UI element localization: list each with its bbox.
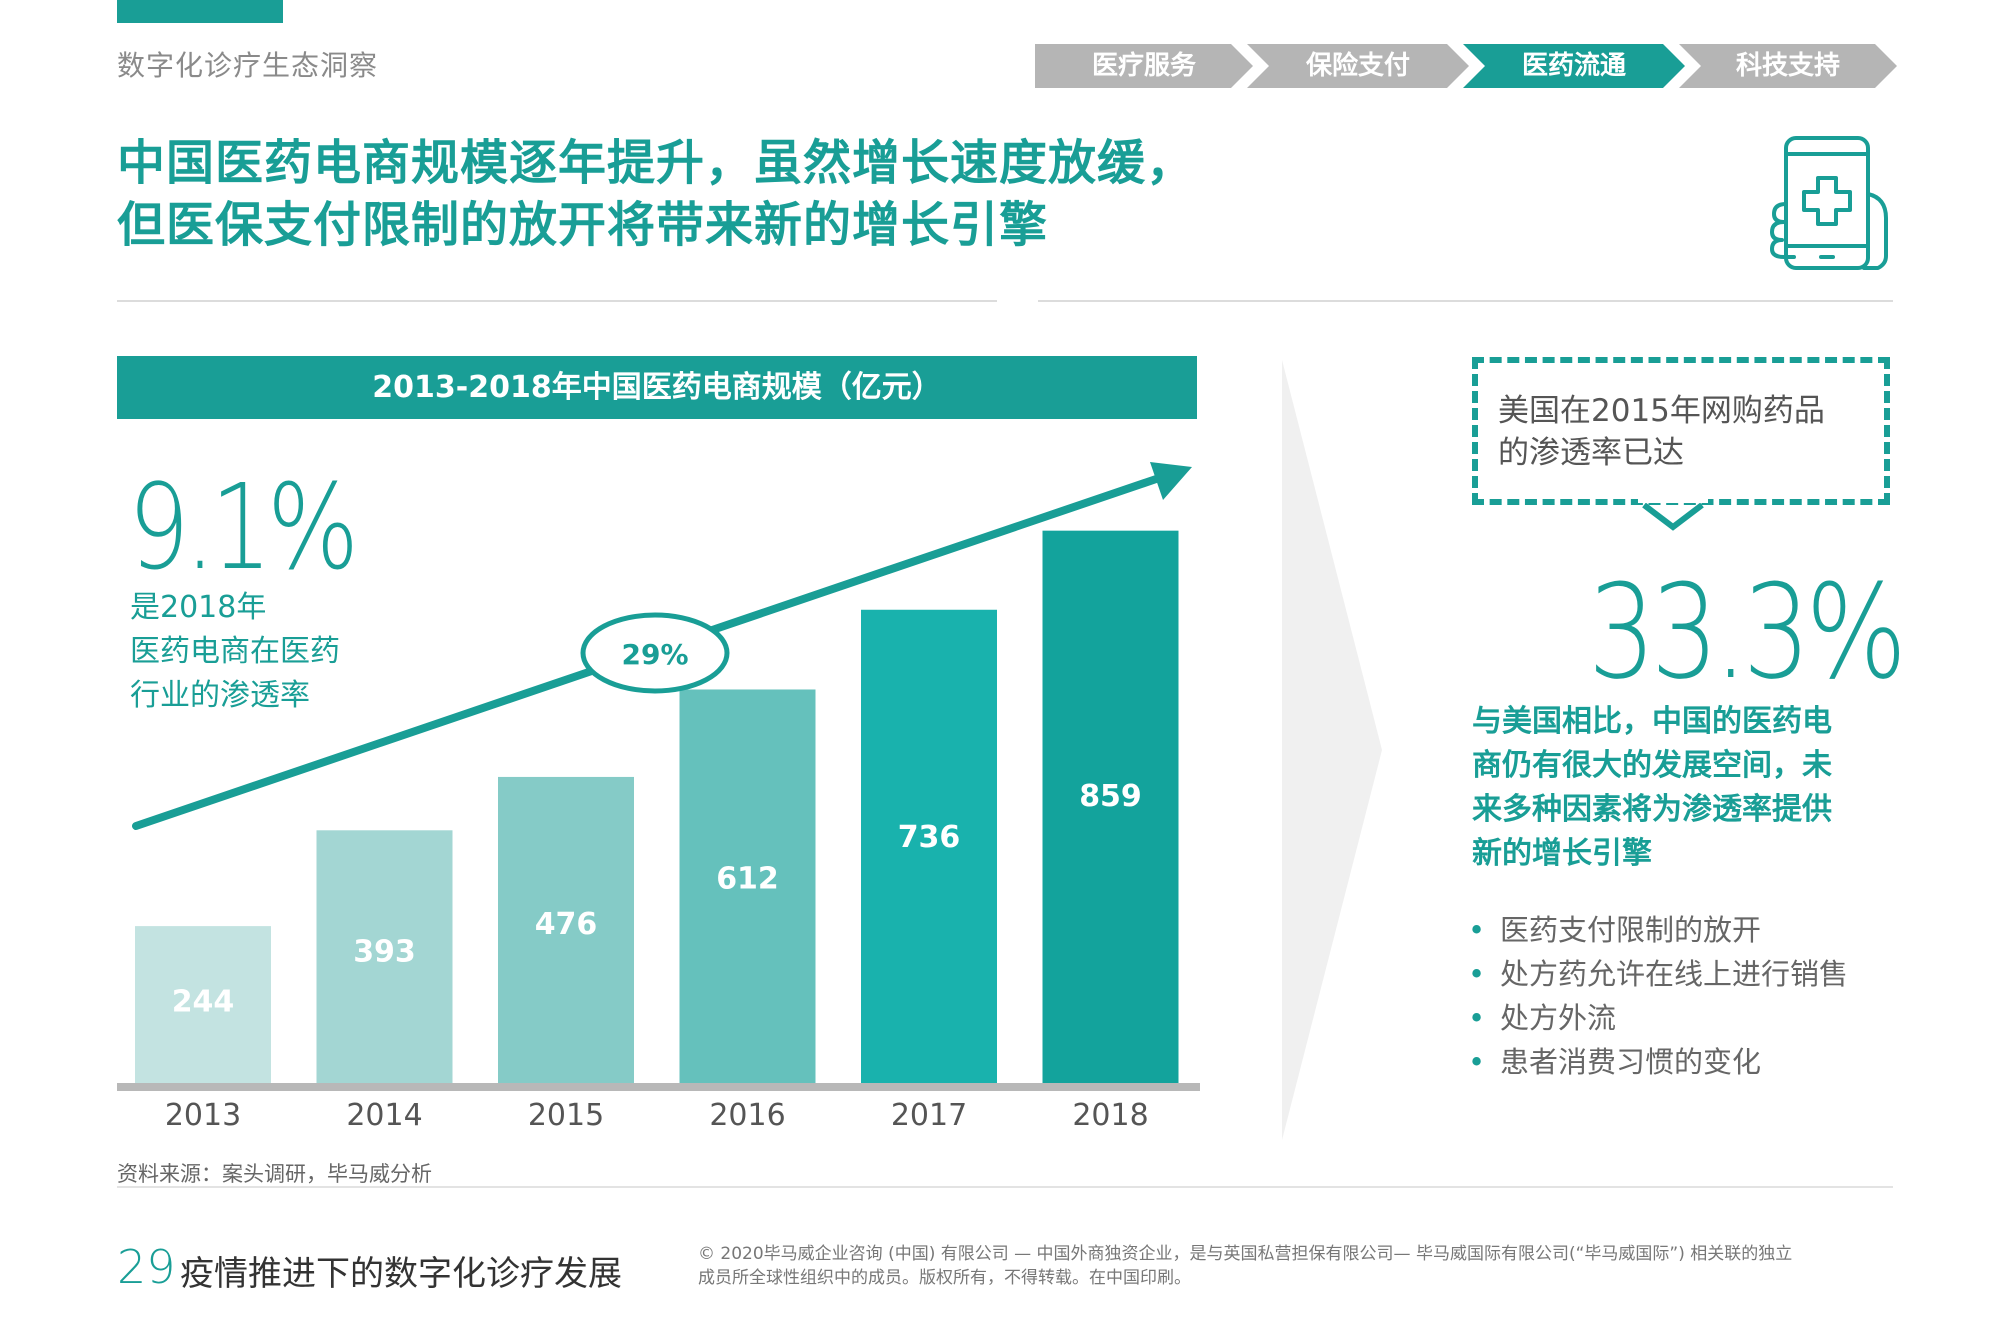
penetration-rate-value: 9.1% xyxy=(128,458,359,596)
us-callout-text: 美国在2015年网购药品 的渗透率已达 xyxy=(1498,390,1868,474)
bar-2015 xyxy=(498,776,634,1083)
comparison-line: 新的增长引擎 xyxy=(1472,836,1652,871)
x-tick-label: 2015 xyxy=(528,1098,604,1133)
bar-value-label: 736 xyxy=(898,820,961,855)
copyright-line: © 2020毕马威企业咨询 (中国) 有限公司 — 中国外商独资企业，是与英国私… xyxy=(698,1244,1793,1264)
x-tick-label: 2017 xyxy=(891,1098,967,1133)
bullet-icon: • xyxy=(1468,913,1486,947)
section-label: 数字化诊疗生态洞察 xyxy=(117,49,379,82)
list-item: • 患者消费习惯的变化 xyxy=(1468,1040,1848,1084)
nav-item-medical-services[interactable]: 医疗服务 xyxy=(1035,44,1253,88)
page-headline: 中国医药电商规模逐年提升，虽然增长速度放缓， 但医保支付限制的放开将带来新的增长… xyxy=(117,132,1195,256)
desc-line: 医药电商在医药 xyxy=(130,634,340,669)
bullet-icon: • xyxy=(1468,1001,1486,1035)
comparison-line: 与美国相比，中国的医药电 xyxy=(1472,704,1832,739)
bar-value-label: 612 xyxy=(716,861,779,896)
cagr-ellipse xyxy=(580,612,730,694)
divider xyxy=(117,300,997,302)
growth-trend-arrow: 29% xyxy=(132,462,1192,830)
list-item: • 医药支付限制的放开 xyxy=(1468,908,1848,952)
list-item: • 处方外流 xyxy=(1468,996,1848,1040)
callout-pointer-icon xyxy=(1638,499,1708,531)
nav-label: 医药流通 xyxy=(1521,51,1626,81)
footer-divider xyxy=(117,1186,1893,1188)
nav-item-tech-support[interactable]: 科技支持 xyxy=(1679,44,1897,88)
bar-value-label: 476 xyxy=(535,907,598,942)
chart-title: 2013-2018年中国医药电商规模（亿元） xyxy=(117,356,1197,419)
bar-value-label: 859 xyxy=(1079,779,1142,814)
callout-line: 的渗透率已达 xyxy=(1498,435,1684,471)
data-source: 资料来源：案头调研，毕马威分析 xyxy=(117,1162,432,1186)
nav-item-pharma-distribution[interactable]: 医药流通 xyxy=(1463,44,1685,88)
list-item-text: 处方外流 xyxy=(1500,1001,1617,1035)
list-item: • 处方药允许在线上进行销售 xyxy=(1468,952,1848,996)
x-tick-label: 2013 xyxy=(165,1098,241,1133)
growth-drivers-list: • 医药支付限制的放开 • 处方药允许在线上进行销售 • 处方外流 • 患者消费习惯的变… xyxy=(1468,908,1848,1084)
arrow-head-icon xyxy=(1150,462,1192,500)
comparison-line: 商仍有很大的发展空间，未 xyxy=(1472,748,1832,783)
bar-2018 xyxy=(1042,530,1179,1083)
nav-label: 医疗服务 xyxy=(1091,51,1196,81)
bar-2016 xyxy=(679,689,816,1083)
bar-2014 xyxy=(316,830,453,1083)
comparison-text: 与美国相比，中国的医药电 商仍有很大的发展空间，未 来多种因素将为渗透率提供 新… xyxy=(1472,700,1892,876)
x-tick-label: 2018 xyxy=(1072,1098,1148,1133)
nav-item-insurance[interactable]: 保险支付 xyxy=(1247,44,1469,88)
bar-2017 xyxy=(861,609,997,1083)
bar-value-label: 244 xyxy=(172,984,235,1019)
page-number: 29 xyxy=(117,1240,176,1294)
top-accent-bar xyxy=(117,0,283,23)
comparison-line: 来多种因素将为渗透率提供 xyxy=(1472,792,1832,827)
copyright-notice: © 2020毕马威企业咨询 (中国) 有限公司 — 中国外商独资企业，是与英国私… xyxy=(698,1242,1898,1290)
nav-label: 保险支付 xyxy=(1305,51,1410,81)
penetration-rate-description: 是2018年 医药电商在医药 行业的渗透率 xyxy=(130,586,390,718)
pharmacy-phone-icon xyxy=(1766,134,1896,278)
list-item-text: 患者消费习惯的变化 xyxy=(1500,1045,1762,1079)
list-item-text: 处方药允许在线上进行销售 xyxy=(1500,957,1849,991)
callout-line: 美国在2015年网购药品 xyxy=(1498,393,1825,429)
footer-title: 疫情推进下的数字化诊疗发展 xyxy=(180,1254,622,1294)
headline-line: 但医保支付限制的放开将带来新的增长引擎 xyxy=(117,197,1049,253)
bullet-icon: • xyxy=(1468,1045,1486,1079)
headline-line: 中国医药电商规模逐年提升，虽然增长速度放缓， xyxy=(117,135,1196,191)
bar-2013 xyxy=(135,926,271,1083)
x-tick-label: 2016 xyxy=(709,1098,785,1133)
category-nav: 医疗服务 保险支付 医药流通 科技支持 xyxy=(1035,44,1895,88)
bar-chart: 244 2013 393 2014 476 2015 612 2016 736 2017 859 20… xyxy=(117,462,1200,1133)
bullet-icon: • xyxy=(1468,957,1486,991)
nav-label: 科技支持 xyxy=(1735,51,1840,81)
us-penetration-value: 33.3% xyxy=(1588,556,1907,708)
cagr-label: 29% xyxy=(621,638,688,671)
transition-arrow-icon xyxy=(1282,360,1382,1140)
divider xyxy=(1038,300,1893,302)
list-item-text: 医药支付限制的放开 xyxy=(1500,913,1762,947)
bar-value-label: 393 xyxy=(353,935,416,970)
copyright-line: 成员所全球性组织中的成员。版权所有，不得转载。在中国印刷。 xyxy=(698,1268,1191,1288)
desc-line: 是2018年 xyxy=(130,590,267,625)
desc-line: 行业的渗透率 xyxy=(130,678,310,713)
x-tick-label: 2014 xyxy=(346,1098,422,1133)
